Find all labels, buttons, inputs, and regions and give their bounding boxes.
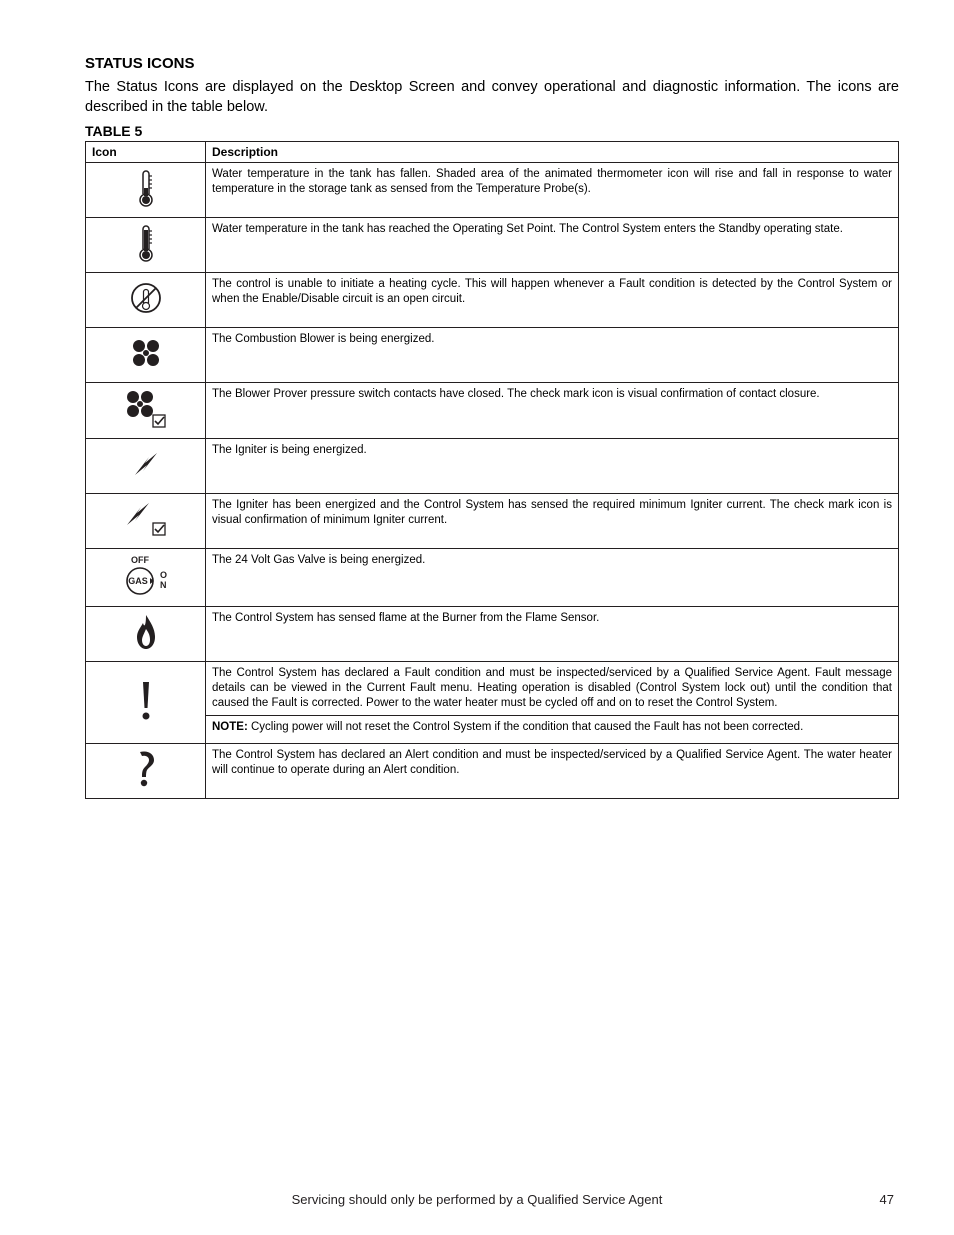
icon-cell xyxy=(86,273,206,328)
table-row: The Control System has declared a Fault … xyxy=(86,662,899,744)
table-row: The Igniter is being energized. xyxy=(86,439,899,494)
table-row: The Igniter has been energized and the C… xyxy=(86,494,899,549)
status-icons-table: Icon Description xyxy=(85,141,899,799)
note-text: Cycling power will not reset the Control… xyxy=(251,721,803,733)
table-row: The Control System has sensed flame at t… xyxy=(86,607,899,662)
document-page: STATUS ICONS The Status Icons are displa… xyxy=(0,0,954,1235)
table-row: The Control System has declared an Alert… xyxy=(86,743,899,798)
icon-cell xyxy=(86,383,206,439)
icon-cell xyxy=(86,662,206,744)
svg-text:N: N xyxy=(160,580,167,590)
table-caption: TABLE 5 xyxy=(85,123,899,139)
fault-note: NOTE: Cycling power will not reset the C… xyxy=(206,715,898,735)
gas-valve-icon: OFF GAS O N xyxy=(114,553,178,597)
icon-cell: OFF GAS O N xyxy=(86,549,206,607)
disabled-icon xyxy=(126,278,166,318)
col-header-icon: Icon xyxy=(86,142,206,163)
igniter-check-icon xyxy=(123,499,169,539)
page-number: 47 xyxy=(880,1192,894,1207)
icon-cell xyxy=(86,743,206,798)
table-row: Water temperature in the tank has fallen… xyxy=(86,163,899,218)
icon-cell xyxy=(86,607,206,662)
description-cell: The Control System has sensed flame at t… xyxy=(206,607,899,662)
description-cell: The Combustion Blower is being energized… xyxy=(206,328,899,383)
description-cell: Water temperature in the tank has reache… xyxy=(206,218,899,273)
table-row: The Combustion Blower is being energized… xyxy=(86,328,899,383)
table-row: OFF GAS O N The 24 Volt Gas Valve is bei… xyxy=(86,549,899,607)
table-row: The Blower Prover pressure switch contac… xyxy=(86,383,899,439)
flame-icon xyxy=(133,613,159,651)
description-cell: The Igniter has been energized and the C… xyxy=(206,494,899,549)
icon-cell xyxy=(86,218,206,273)
description-cell: The control is unable to initiate a heat… xyxy=(206,273,899,328)
description-cell: The Igniter is being energized. xyxy=(206,439,899,494)
description-cell: The Blower Prover pressure switch contac… xyxy=(206,383,899,439)
fault-description: The Control System has declared a Fault … xyxy=(212,667,892,709)
intro-paragraph: The Status Icons are displayed on the De… xyxy=(85,78,899,117)
icon-cell xyxy=(86,439,206,494)
blower-check-icon xyxy=(123,387,169,429)
description-cell: The Control System has declared an Alert… xyxy=(206,743,899,798)
footer-text: Servicing should only be performed by a … xyxy=(0,1192,954,1207)
fault-icon xyxy=(138,678,154,722)
icon-cell xyxy=(86,494,206,549)
note-label: NOTE: xyxy=(212,721,248,733)
thermometer-low-icon xyxy=(135,168,157,208)
icon-cell xyxy=(86,328,206,383)
svg-text:O: O xyxy=(160,570,167,580)
svg-text:OFF: OFF xyxy=(131,555,149,565)
table-row: Water temperature in the tank has reache… xyxy=(86,218,899,273)
blower-icon xyxy=(127,334,165,372)
alert-icon xyxy=(134,748,158,788)
description-cell: The Control System has declared a Fault … xyxy=(206,662,899,744)
description-cell: The 24 Volt Gas Valve is being energized… xyxy=(206,549,899,607)
thermometer-high-icon xyxy=(135,223,157,263)
col-header-description: Description xyxy=(206,142,899,163)
description-cell: Water temperature in the tank has fallen… xyxy=(206,163,899,218)
svg-text:GAS: GAS xyxy=(128,576,148,586)
section-title: STATUS ICONS xyxy=(85,55,899,72)
icon-cell xyxy=(86,163,206,218)
igniter-icon xyxy=(129,447,163,481)
table-row: The control is unable to initiate a heat… xyxy=(86,273,899,328)
